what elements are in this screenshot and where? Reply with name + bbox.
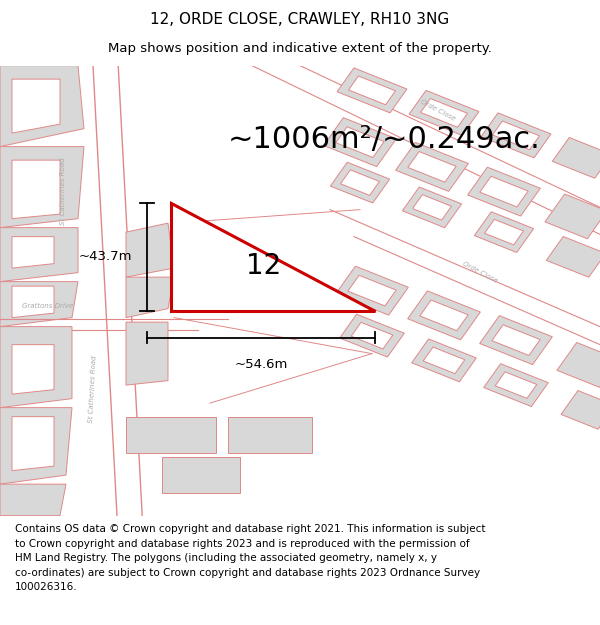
Polygon shape [407,291,481,340]
Polygon shape [547,236,600,278]
Polygon shape [557,342,600,388]
Polygon shape [0,408,72,484]
Polygon shape [323,118,397,167]
Polygon shape [337,68,407,113]
Polygon shape [481,113,551,158]
Polygon shape [340,314,404,357]
Polygon shape [561,391,600,429]
Polygon shape [349,76,395,105]
Polygon shape [12,237,54,268]
Text: 12: 12 [247,252,281,280]
Polygon shape [228,417,312,452]
Polygon shape [126,223,174,277]
Polygon shape [126,322,168,385]
Polygon shape [12,286,54,318]
Polygon shape [480,176,528,207]
Polygon shape [331,162,389,203]
Text: 12, ORDE CLOSE, CRAWLEY, RH10 3NG: 12, ORDE CLOSE, CRAWLEY, RH10 3NG [151,12,449,27]
Polygon shape [341,170,379,196]
Polygon shape [492,325,540,356]
Polygon shape [348,275,396,306]
Polygon shape [0,147,84,228]
Polygon shape [126,417,216,452]
Text: ~43.7m: ~43.7m [79,251,132,263]
Polygon shape [475,212,533,253]
Text: ~1006m²/~0.249ac.: ~1006m²/~0.249ac. [228,126,541,154]
Polygon shape [484,364,548,406]
Polygon shape [351,322,393,349]
Polygon shape [336,127,384,158]
Polygon shape [0,228,78,282]
Text: St Catherines Road: St Catherines Road [88,356,98,424]
Polygon shape [495,372,537,398]
Polygon shape [408,151,456,182]
Polygon shape [395,142,469,191]
Polygon shape [335,266,409,315]
Text: Map shows position and indicative extent of the property.: Map shows position and indicative extent… [108,42,492,55]
Text: Orde Close: Orde Close [461,261,499,284]
Polygon shape [409,91,479,136]
Text: Orde Close: Orde Close [419,99,457,122]
Polygon shape [403,187,461,228]
Polygon shape [485,219,523,245]
Polygon shape [0,327,72,408]
Polygon shape [493,121,539,150]
Polygon shape [467,167,541,216]
Polygon shape [171,203,375,311]
Polygon shape [479,316,553,364]
Polygon shape [12,160,60,219]
Polygon shape [0,282,78,327]
Polygon shape [126,277,174,318]
Polygon shape [421,99,467,127]
Polygon shape [12,79,60,133]
Polygon shape [420,300,468,331]
Polygon shape [0,66,84,147]
Text: Contains OS data © Crown copyright and database right 2021. This information is : Contains OS data © Crown copyright and d… [15,524,485,592]
Polygon shape [12,417,54,471]
Text: Grattons Drive: Grattons Drive [22,303,74,309]
Polygon shape [413,194,451,220]
Polygon shape [0,484,66,516]
Polygon shape [423,347,465,374]
Text: St Catherines Road: St Catherines Road [60,158,66,226]
Polygon shape [162,457,240,493]
Polygon shape [412,339,476,382]
Text: ~54.6m: ~54.6m [235,358,287,371]
Polygon shape [545,194,600,239]
Polygon shape [12,344,54,394]
Polygon shape [553,138,600,178]
